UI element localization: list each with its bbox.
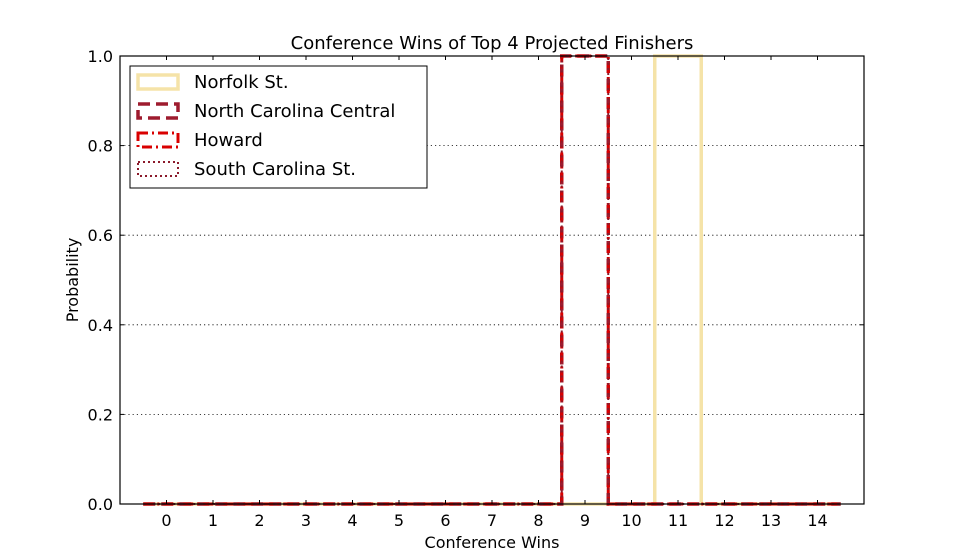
y-axis-label: Probability <box>63 238 82 323</box>
legend-label-2: Howard <box>194 130 263 151</box>
legend-swatch-3 <box>137 161 179 177</box>
x-tick-label: 13 <box>761 511 781 530</box>
x-tick-label: 14 <box>807 511 827 530</box>
x-tick-label: 1 <box>208 511 218 530</box>
y-tick-label: 0.8 <box>88 137 113 156</box>
x-tick-label: 0 <box>161 511 171 530</box>
legend-label-0: Norfolk St. <box>194 72 289 93</box>
x-tick-label: 4 <box>347 511 357 530</box>
chart-title: Conference Wins of Top 4 Projected Finis… <box>291 33 694 54</box>
x-tick-label: 11 <box>668 511 688 530</box>
y-tick-label: 0.6 <box>88 226 113 245</box>
x-tick-label: 8 <box>533 511 543 530</box>
x-axis-label: Conference Wins <box>425 533 560 552</box>
x-tick-label: 6 <box>440 511 450 530</box>
x-tick-label: 3 <box>301 511 311 530</box>
y-tick-label: 0.2 <box>88 405 113 424</box>
x-axis-ticks: 0 1 2 3 4 5 6 7 8 9 10 11 12 13 14 <box>161 56 828 530</box>
y-axis-ticks: 0.0 0.2 0.4 0.6 0.8 1.0 <box>88 47 864 514</box>
y-tick-label: 0.4 <box>88 316 113 335</box>
legend-swatch-1 <box>136 102 180 120</box>
legend-label-3: South Carolina St. <box>194 159 356 180</box>
legend-label-1: North Carolina Central <box>194 101 395 122</box>
legend-swatch-2 <box>136 131 180 149</box>
x-tick-label: 2 <box>254 511 264 530</box>
y-tick-label: 1.0 <box>88 47 113 66</box>
x-tick-label: 5 <box>394 511 404 530</box>
y-tick-label: 0.0 <box>88 495 113 514</box>
x-tick-label: 12 <box>714 511 734 530</box>
x-tick-label: 7 <box>487 511 497 530</box>
legend-swatch-0 <box>136 73 180 91</box>
legend: Norfolk St. North Carolina Central Howard S… <box>129 65 428 189</box>
x-tick-label: 9 <box>580 511 590 530</box>
x-tick-label: 10 <box>621 511 641 530</box>
